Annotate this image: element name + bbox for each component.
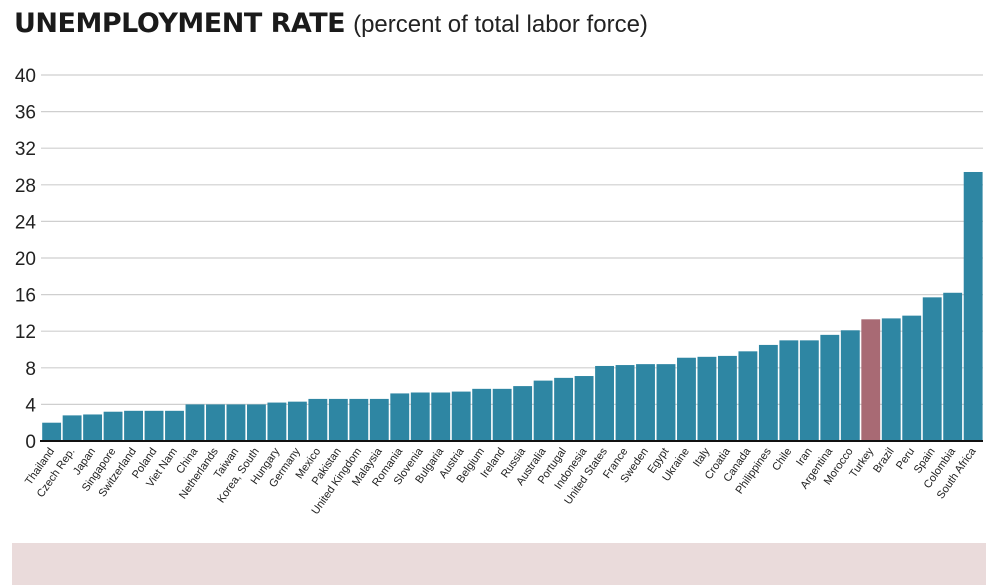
y-tick-label: 28 <box>15 176 36 197</box>
bar-czech-rep- <box>62 415 82 441</box>
bar-south-africa <box>963 171 983 442</box>
bar-bulgaria <box>431 392 451 441</box>
bar-austria <box>451 391 471 441</box>
gridlines <box>41 74 983 405</box>
y-tick-label: 36 <box>15 103 36 124</box>
bar-spain <box>922 297 942 441</box>
bar-slovenia <box>410 392 430 441</box>
bar-ireland <box>492 388 512 441</box>
bar-netherlands <box>206 404 225 441</box>
bar-iran <box>799 340 819 441</box>
bar-hungary <box>267 402 287 441</box>
bar-morocco <box>840 330 860 441</box>
chart-title: UNEMPLOYMENT RATE (percent of total labor… <box>14 4 648 44</box>
bar-germany <box>287 401 307 441</box>
footer-band <box>12 543 986 585</box>
bar-united-states <box>595 365 614 441</box>
bar-mexico <box>308 398 328 441</box>
bars <box>42 171 983 442</box>
bar-pakistan <box>328 398 348 441</box>
y-tick-label: 12 <box>15 322 36 343</box>
bar-france <box>615 365 635 441</box>
bar-united-kingdom <box>349 398 369 441</box>
y-tick-label: 40 <box>15 66 36 87</box>
bar-switzerland <box>124 410 143 441</box>
y-tick-label: 16 <box>15 286 36 307</box>
bar-korea-south <box>246 404 266 441</box>
bar-canada <box>738 351 758 441</box>
bar-argentina <box>820 334 840 441</box>
bar-belgium <box>472 388 492 441</box>
y-axis-ticks: 0 4 8 12 16 20 24 28 32 36 40 <box>15 66 37 453</box>
x-tick-label: Brazil <box>871 446 897 475</box>
bar-viet-nam <box>165 410 184 441</box>
bar-egypt <box>656 364 676 441</box>
bar-brazil <box>881 318 901 441</box>
bar-portugal <box>554 377 574 441</box>
chart-title-main: UNEMPLOYMENT RATE <box>14 8 346 39</box>
chart-title-subtitle: (percent of total labor force) <box>353 11 648 38</box>
bar-croatia <box>717 355 737 441</box>
bar-romania <box>390 393 410 441</box>
y-tick-label: 24 <box>15 212 37 233</box>
y-tick-label: 32 <box>15 139 36 160</box>
bar-china <box>185 404 205 441</box>
y-tick-label: 20 <box>15 249 36 270</box>
bar-ukraine <box>677 357 696 441</box>
y-tick-label: 8 <box>25 359 36 380</box>
bar-chile <box>779 340 799 441</box>
bar-taiwan <box>226 404 246 441</box>
bar-italy <box>697 356 717 441</box>
bar-malaysia <box>369 398 389 441</box>
y-tick-label: 4 <box>25 395 36 416</box>
bar-sweden <box>636 364 655 441</box>
bar-russia <box>513 386 533 441</box>
x-tick-label: Chile <box>770 446 794 473</box>
y-tick-label: 0 <box>25 432 36 453</box>
bar-philippines <box>758 344 778 441</box>
bar-japan <box>83 414 103 441</box>
bar-indonesia <box>574 376 594 441</box>
bar-thailand <box>42 422 62 441</box>
bar-poland <box>144 410 164 441</box>
bar-peru <box>902 315 922 441</box>
bar-colombia <box>943 292 963 441</box>
bar-singapore <box>103 411 123 441</box>
bar-australia <box>533 380 553 441</box>
bar-turkey <box>861 319 881 441</box>
